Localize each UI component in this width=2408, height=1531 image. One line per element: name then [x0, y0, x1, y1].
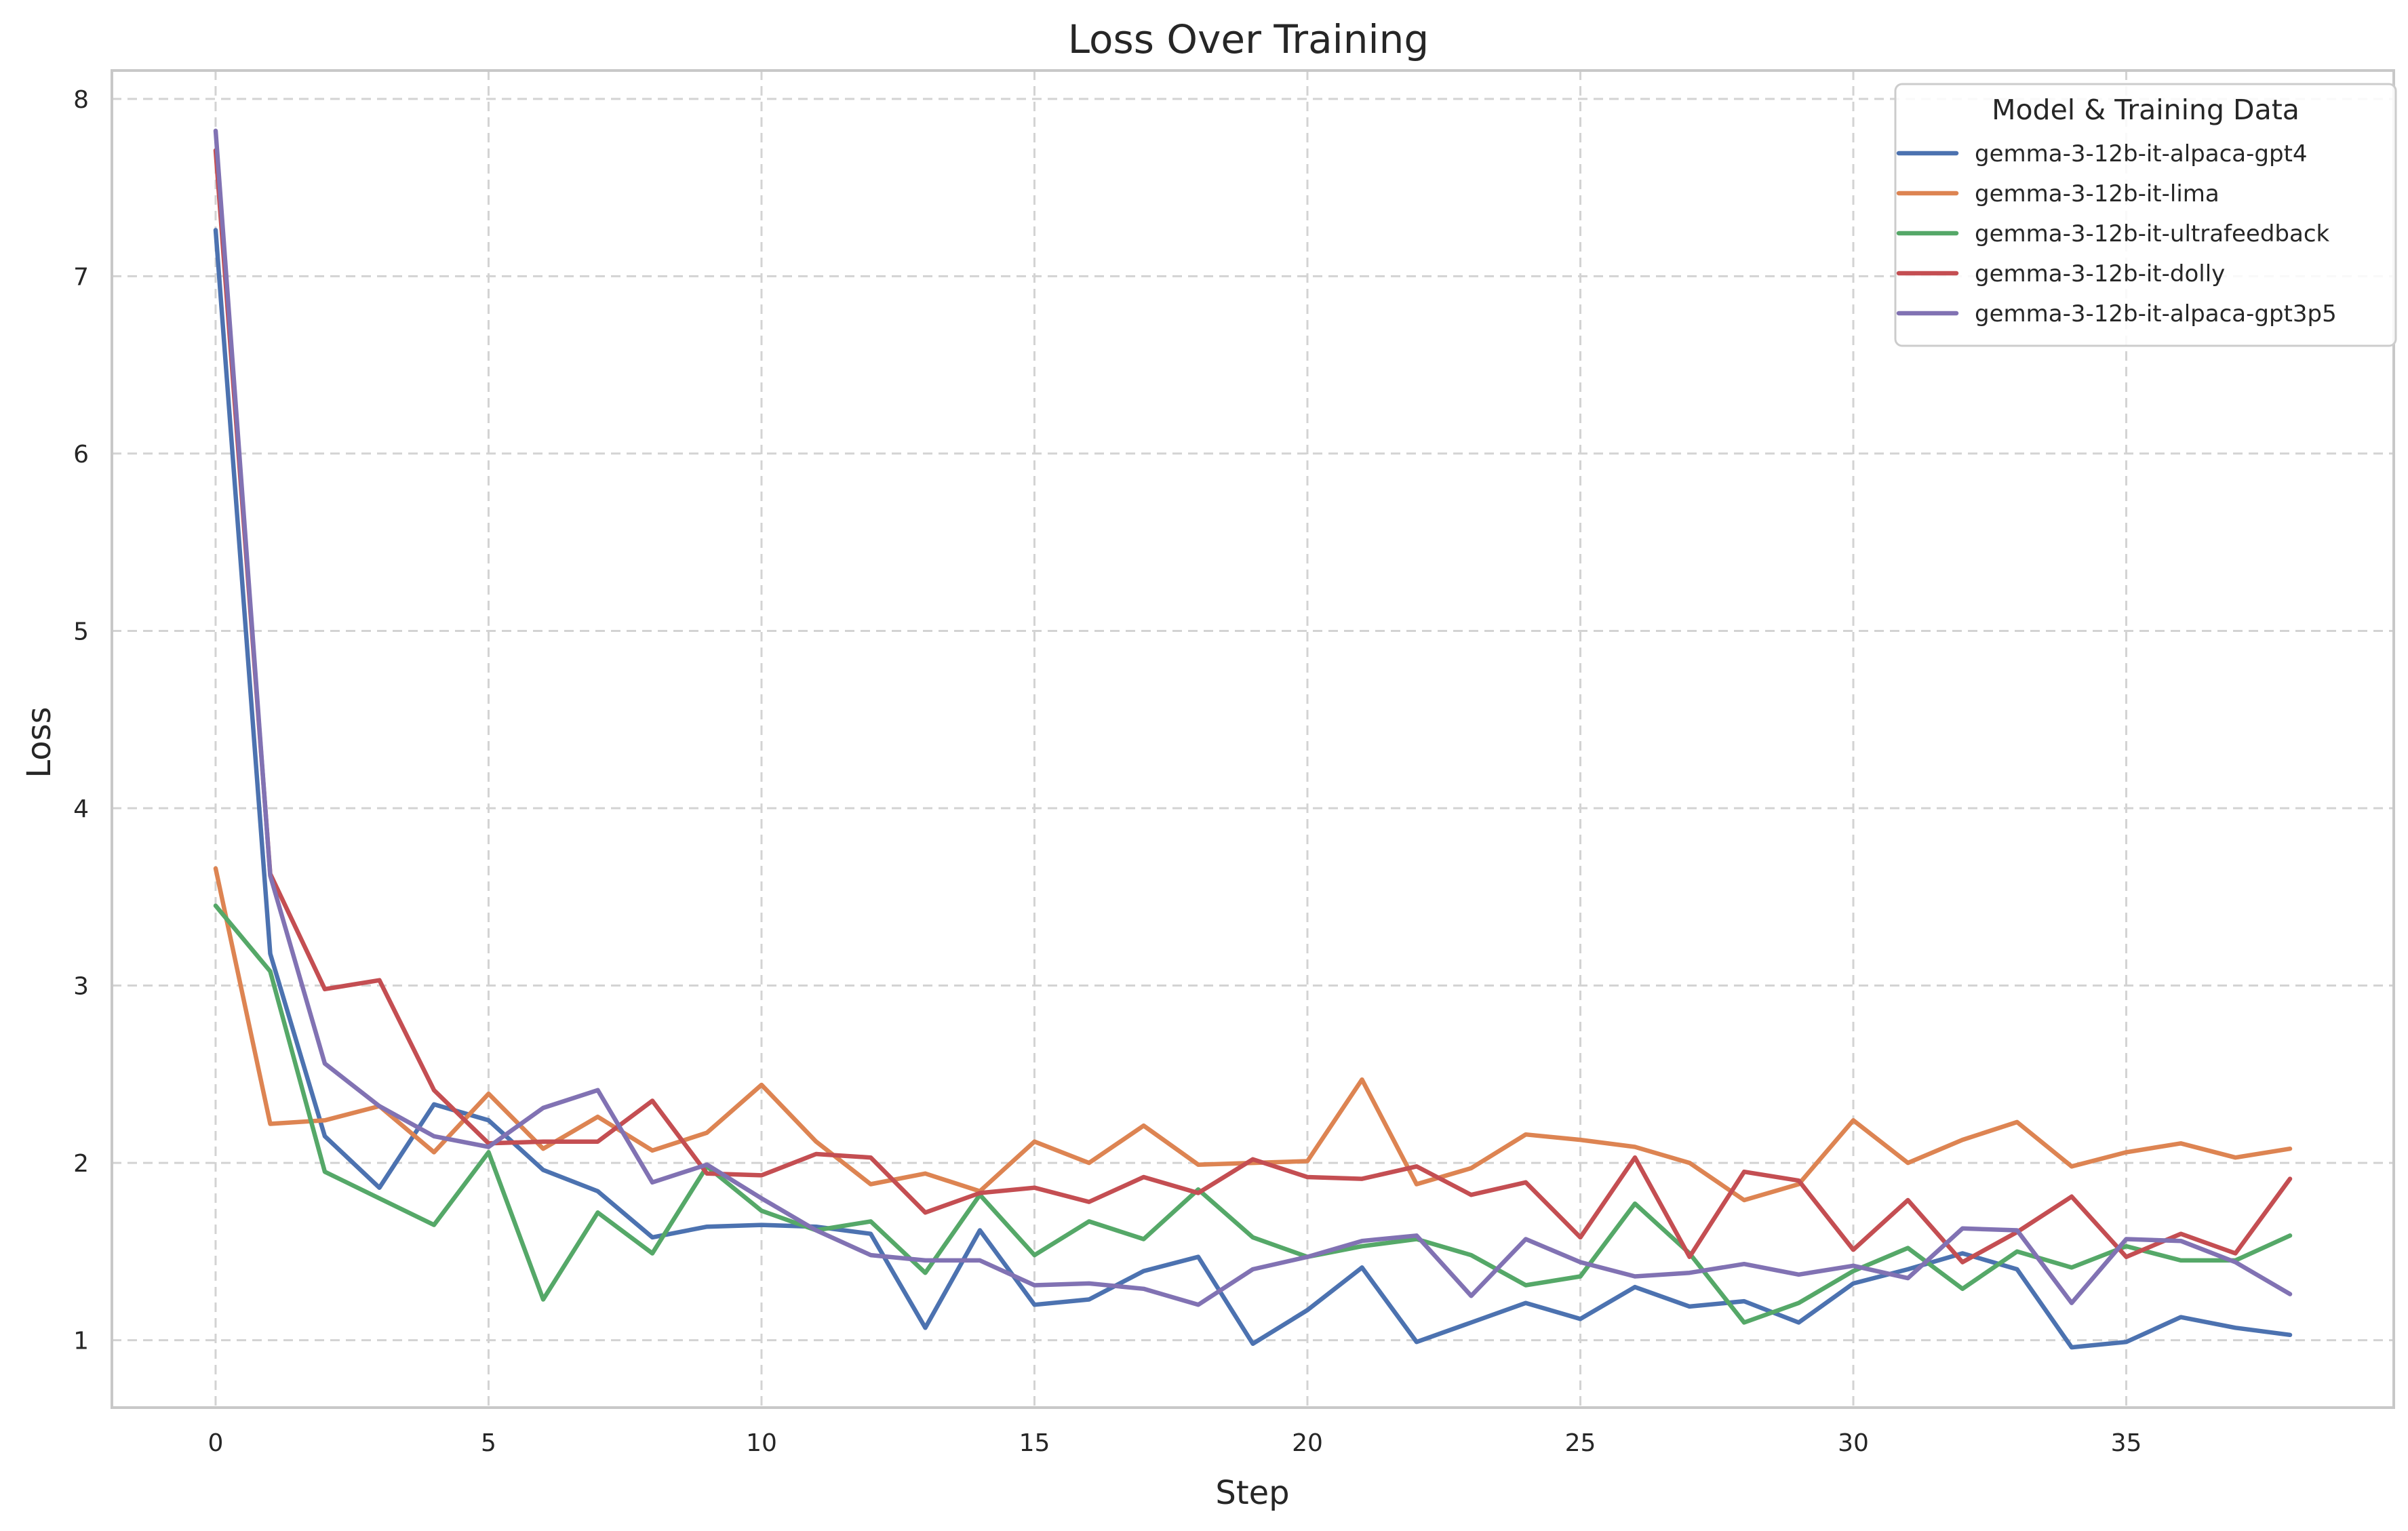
y-tick-label: 8	[73, 86, 89, 114]
legend-title: Model & Training Data	[1992, 94, 2300, 126]
y-tick-label: 4	[73, 795, 89, 823]
x-tick-label: 35	[2111, 1429, 2142, 1457]
series-line-gemma-3-12b-it-lima	[213, 866, 2293, 1203]
y-tick-label: 1	[73, 1328, 89, 1355]
series-lines	[213, 128, 2293, 1350]
x-tick-label: 30	[1838, 1429, 1869, 1457]
x-tick-label: 15	[1019, 1429, 1050, 1457]
gridlines	[112, 71, 2394, 1408]
series-line-gemma-3-12b-it-alpaca-gpt3p5	[213, 128, 2293, 1307]
plot-frame	[111, 69, 2395, 1409]
x-tick-label: 20	[1292, 1429, 1323, 1457]
legend-entry: gemma-3-12b-it-lima	[1975, 180, 2219, 207]
y-tick-label: 7	[73, 263, 89, 291]
chart-title: Loss Over Training	[1068, 16, 1429, 62]
legend-entry: gemma-3-12b-it-alpaca-gpt3p5	[1975, 300, 2337, 327]
legend-entry: gemma-3-12b-it-alpaca-gpt4	[1975, 140, 2308, 167]
series-line-gemma-3-12b-it-alpaca-gpt4	[213, 228, 2293, 1350]
x-axis-label: Step	[1215, 1474, 1289, 1512]
x-tick-label: 10	[746, 1429, 777, 1457]
legend-entry: gemma-3-12b-it-dolly	[1975, 260, 2225, 287]
y-axis-label: Loss	[20, 707, 58, 778]
x-tick-label: 5	[481, 1429, 496, 1457]
y-tick-label: 6	[73, 441, 89, 469]
tick-labels: 0 5 10 15 20 25 30 35 1 2 3 4 5 6 7 8	[73, 86, 2141, 1457]
y-tick-label: 5	[73, 618, 89, 645]
y-tick-label: 3	[73, 973, 89, 1001]
series-line-gemma-3-12b-it-dolly	[213, 148, 2293, 1265]
x-tick-label: 0	[208, 1429, 224, 1457]
legend-entry: gemma-3-12b-it-ultrafeedback	[1975, 220, 2330, 247]
y-tick-label: 2	[73, 1150, 89, 1178]
series-line-gemma-3-12b-it-ultrafeedback	[213, 903, 2293, 1325]
x-tick-label: 25	[1565, 1429, 1596, 1457]
legend: Model & Training Data gemma-3-12b-it-alp…	[1894, 83, 2397, 347]
legend-box	[1894, 83, 2397, 347]
legend-items: gemma-3-12b-it-alpaca-gpt4 gemma-3-12b-it…	[1896, 140, 2337, 327]
